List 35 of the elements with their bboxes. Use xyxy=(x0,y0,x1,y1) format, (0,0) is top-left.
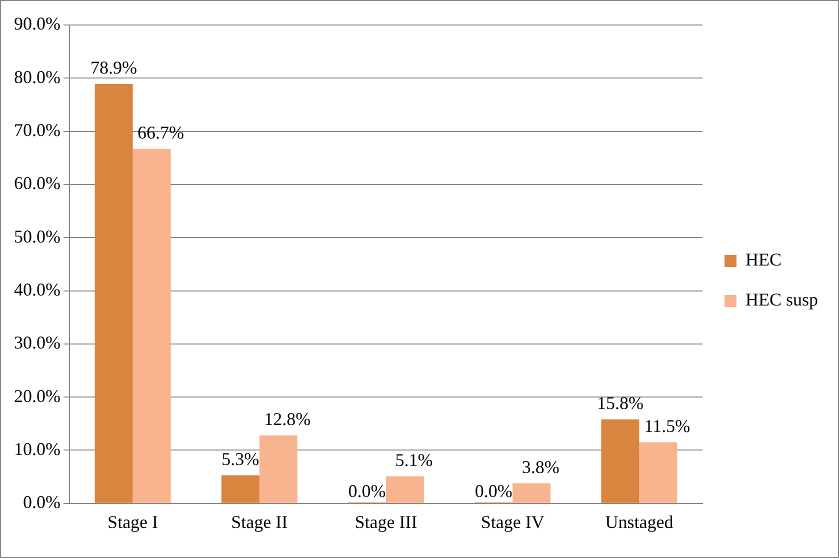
data-label: 12.8% xyxy=(264,409,311,430)
x-tick-label: Unstaged xyxy=(605,512,674,532)
bar xyxy=(512,483,551,503)
y-tick-label: 10.0% xyxy=(14,438,60,459)
x-tick-label: Stage IV xyxy=(480,512,544,532)
y-tick-label: 60.0% xyxy=(14,173,60,194)
bar xyxy=(94,84,133,503)
legend-label: HEC xyxy=(745,250,782,270)
legend-label: HEC susp xyxy=(745,290,818,310)
y-tick-label: 0.0% xyxy=(22,492,60,512)
data-label: 15.8% xyxy=(596,393,644,414)
bar xyxy=(221,475,260,503)
bar xyxy=(259,435,298,503)
x-tick-label: Stage III xyxy=(354,512,418,532)
y-tick-label: 90.0% xyxy=(14,14,60,34)
y-tick-label: 70.0% xyxy=(14,120,60,140)
data-label: 5.3% xyxy=(222,448,260,469)
data-label: 78.9% xyxy=(90,58,138,78)
y-tick-label: 20.0% xyxy=(14,386,60,406)
data-label: 0.0% xyxy=(348,481,386,502)
data-label: 5.1% xyxy=(395,450,433,470)
bar xyxy=(132,148,171,503)
y-tick-label: 30.0% xyxy=(14,332,60,353)
data-label: 0.0% xyxy=(474,481,512,502)
x-tick-label: Stage II xyxy=(231,512,288,532)
bar xyxy=(386,476,424,503)
y-tick-label: 50.0% xyxy=(14,226,60,246)
data-label: 66.7% xyxy=(138,122,184,143)
data-label: 11.5% xyxy=(644,416,690,436)
x-tick-label: Stage I xyxy=(108,512,158,532)
bar xyxy=(601,419,640,503)
y-tick-label: 40.0% xyxy=(14,280,60,300)
y-tick-label: 80.0% xyxy=(14,66,60,87)
data-label: 3.8% xyxy=(522,456,560,477)
bar xyxy=(639,442,678,503)
